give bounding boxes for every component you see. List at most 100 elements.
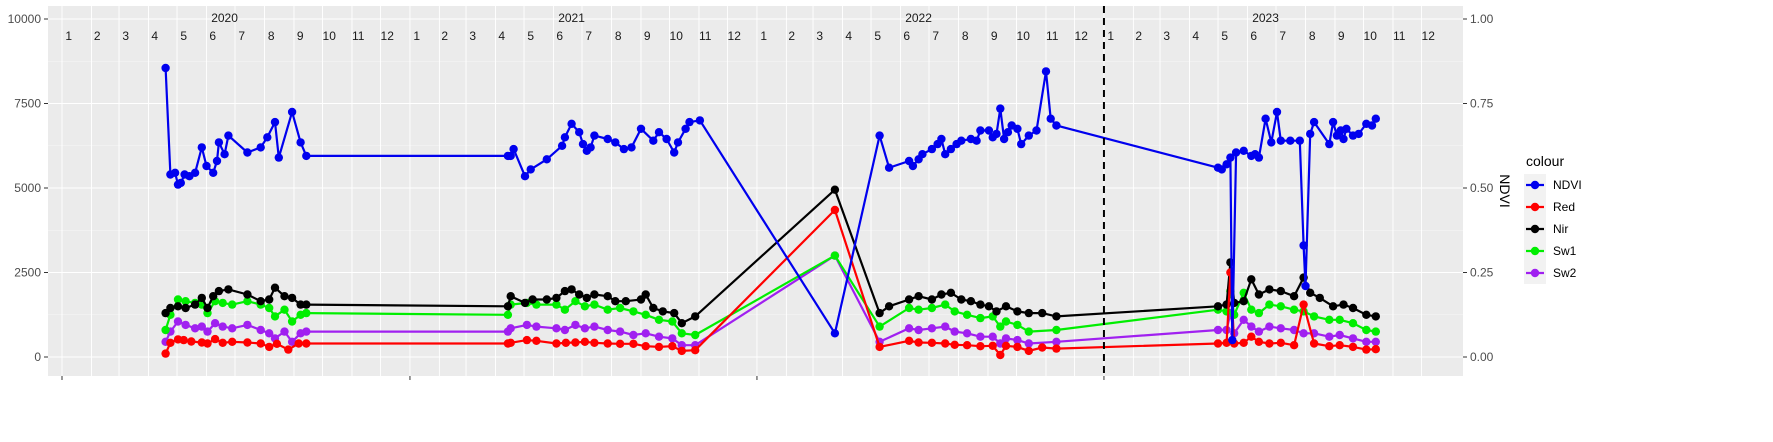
data-point <box>173 317 183 326</box>
data-point <box>1052 337 1061 346</box>
data-point <box>927 338 937 347</box>
data-point <box>274 153 283 162</box>
legend-item-sw2: Sw2 <box>1524 262 1577 284</box>
data-point <box>972 136 981 145</box>
data-point <box>197 143 206 152</box>
data-point <box>904 324 914 333</box>
month-label: 7 <box>932 29 939 43</box>
legend-key-point <box>1530 268 1540 278</box>
data-point <box>957 136 966 145</box>
y2-tick-label: 0.00 <box>1470 350 1494 364</box>
data-point <box>506 324 515 333</box>
legend-key-point <box>1530 202 1540 212</box>
data-point <box>658 307 667 316</box>
data-point <box>522 320 532 330</box>
data-point <box>243 320 252 330</box>
data-point <box>1254 327 1264 336</box>
data-point <box>875 342 884 352</box>
data-point <box>996 104 1005 113</box>
series-layer <box>161 63 1381 360</box>
y-tick-label: 10000 <box>8 12 42 26</box>
data-point <box>503 302 513 311</box>
series-ndvi <box>161 63 1381 345</box>
data-point <box>830 251 840 260</box>
data-point <box>629 330 638 340</box>
data-point <box>181 303 190 313</box>
data-point <box>875 322 884 331</box>
data-point <box>190 324 200 333</box>
data-point <box>966 297 976 306</box>
data-point <box>170 168 180 177</box>
data-point <box>1371 345 1381 354</box>
data-point <box>695 116 705 125</box>
data-point <box>561 338 571 347</box>
data-point <box>1024 346 1034 356</box>
data-point <box>228 300 237 309</box>
data-point <box>668 317 677 326</box>
data-point <box>996 350 1005 360</box>
data-point <box>1325 139 1334 149</box>
data-point <box>1289 341 1299 350</box>
data-point <box>506 338 515 347</box>
data-point <box>197 322 206 331</box>
data-point <box>220 150 229 159</box>
data-point <box>1335 341 1344 350</box>
month-label: 4 <box>1192 29 1199 43</box>
data-point <box>560 133 570 142</box>
data-point <box>1371 327 1381 336</box>
data-point <box>1213 302 1223 311</box>
data-point <box>181 320 190 330</box>
data-point <box>528 295 537 304</box>
data-point <box>1247 275 1256 284</box>
data-point <box>161 349 170 358</box>
data-point <box>1348 334 1358 343</box>
data-point <box>1306 129 1315 139</box>
y-tick-label: 0 <box>34 350 41 364</box>
data-point <box>830 185 840 194</box>
month-label: 5 <box>874 29 881 43</box>
legend-item-sw1: Sw1 <box>1524 240 1577 262</box>
data-point <box>270 312 280 321</box>
y-tick-label: 7500 <box>14 97 41 111</box>
data-point <box>976 126 985 135</box>
data-point <box>224 285 233 294</box>
series-sw2 <box>161 251 1381 350</box>
month-label: 2 <box>441 29 448 43</box>
data-point <box>552 339 561 348</box>
data-point <box>582 293 591 303</box>
data-point <box>265 329 274 338</box>
data-point <box>1342 124 1351 133</box>
legend-label: Sw1 <box>1553 244 1577 258</box>
data-point <box>1038 308 1047 318</box>
data-point <box>668 334 677 343</box>
data-point <box>1052 312 1061 321</box>
data-point <box>976 342 985 351</box>
data-point <box>580 337 590 346</box>
data-point <box>265 295 274 304</box>
data-point <box>202 161 211 171</box>
month-label: 3 <box>1163 29 1170 43</box>
data-point <box>914 338 923 347</box>
data-point <box>1017 139 1026 149</box>
month-label: 10 <box>1017 29 1031 43</box>
data-point <box>580 324 590 333</box>
data-point <box>1024 131 1034 140</box>
data-point <box>976 300 985 309</box>
data-point <box>927 144 937 154</box>
data-point <box>1267 138 1276 147</box>
month-label: 7 <box>238 29 245 43</box>
month-label: 11 <box>352 29 365 43</box>
data-point <box>214 286 224 296</box>
data-point <box>927 295 937 304</box>
data-point <box>603 305 612 314</box>
data-point <box>590 322 599 331</box>
data-point <box>1213 325 1223 335</box>
data-point <box>590 338 599 347</box>
y-tick-label: 5000 <box>14 181 41 195</box>
month-label: 1 <box>1107 29 1114 43</box>
data-point <box>575 128 584 137</box>
data-point <box>1367 121 1377 130</box>
data-point <box>280 305 289 314</box>
